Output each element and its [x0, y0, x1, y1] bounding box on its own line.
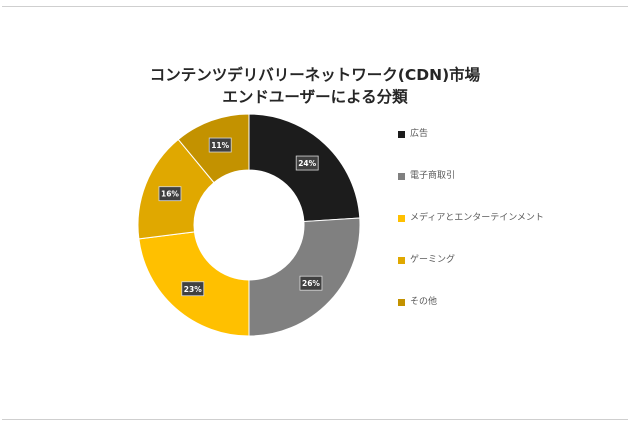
bottom-divider	[2, 419, 628, 420]
legend-swatch	[398, 215, 405, 222]
chart-title-line-1: コンテンツデリバリーネットワーク(CDN)市場	[149, 66, 481, 84]
svg-text:11%: 11%	[211, 141, 229, 150]
top-divider	[2, 6, 628, 7]
svg-text:23%: 23%	[184, 285, 202, 294]
data-label-media-entertainment: 23%	[181, 281, 205, 297]
legend-label: その他	[410, 297, 438, 307]
legend-swatch	[398, 299, 405, 306]
legend-swatch	[398, 173, 405, 180]
data-label-ecommerce: 26%	[299, 275, 323, 291]
svg-text:16%: 16%	[161, 190, 179, 199]
legend-label: メディアとエンターテインメント	[410, 213, 544, 223]
svg-text:24%: 24%	[298, 159, 316, 168]
data-label-other: 11%	[208, 137, 232, 153]
svg-text:26%: 26%	[302, 279, 320, 288]
chart-title-line-2: エンドユーザーによる分類	[222, 88, 408, 106]
legend-swatch	[398, 131, 405, 138]
data-label-advertising: 24%	[295, 155, 319, 171]
legend-label: ゲーミング	[410, 255, 456, 265]
legend-label: 広告	[410, 129, 429, 139]
legend-swatch	[398, 257, 405, 264]
legend-label: 電子商取引	[410, 171, 456, 181]
data-label-gaming: 16%	[158, 186, 182, 202]
